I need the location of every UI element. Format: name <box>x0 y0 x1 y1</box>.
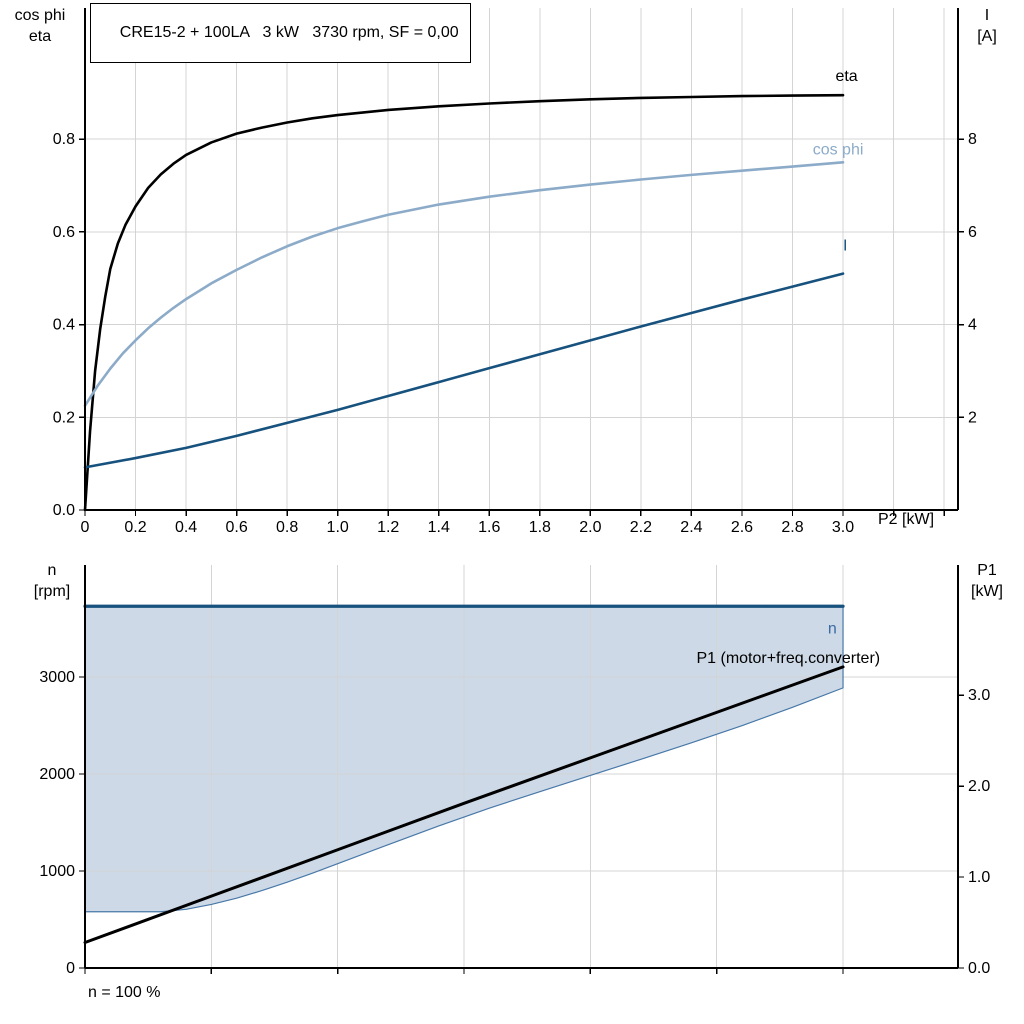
axis-title-line-speed: n <box>47 562 57 579</box>
x-tick-label: 2.4 <box>680 519 702 536</box>
curve-cos-phi <box>83 161 845 408</box>
curve-label-i: I <box>843 237 847 254</box>
left-tick-label: 2000 <box>39 766 75 783</box>
right-tick-label: 2 <box>968 409 977 426</box>
right-tick-label: 2.0 <box>968 778 990 795</box>
right-tick-label: 1.0 <box>968 869 990 886</box>
chart-title: CRE15-2 + 100LA 3 kW 3730 rpm, SF = 0,00 <box>119 24 459 41</box>
top-right-axis-title: I [A] <box>956 5 1018 47</box>
curve-label-cos-phi: cos phi <box>813 141 864 158</box>
left-tick-label: 0.6 <box>53 224 75 241</box>
left-tick-label: 0.2 <box>53 409 75 426</box>
x-tick-label: 0.8 <box>276 519 298 536</box>
left-tick-label: 0.4 <box>53 317 75 334</box>
curve-i <box>83 272 845 469</box>
motor-efficiency-chart: 0 0.2 0.4 0.6 0.8 1.0 1.2 1.4 1.6 1.8 2.0 2.2 2.4 2.6… <box>53 8 977 536</box>
axis-title-line-cos-phi: cos phi <box>14 7 66 24</box>
speed-100-percent-note: n = 100 % <box>88 984 161 1001</box>
x-tick-label: 1.0 <box>327 519 349 536</box>
axis-title-line-p1: P1 <box>977 562 997 579</box>
curve-p1-motor-freq-converter <box>83 665 845 945</box>
right-tick-label: 4 <box>968 317 977 334</box>
right-tick-label: 3.0 <box>968 687 990 704</box>
speed-power-chart: 0 1000 2000 3000 0.0 1.0 2.0 3.0 n P1 (motor+freq… <box>39 565 990 977</box>
left-tick-label: 0.8 <box>53 131 75 148</box>
x-tick-label: 0 <box>81 519 90 536</box>
x-tick-label: 1.6 <box>478 519 500 536</box>
curve-eta <box>83 93 845 512</box>
axis-title-line-eta: eta <box>28 28 52 45</box>
x-tick-label: 2.2 <box>630 519 652 536</box>
bottom-left-axis-title: n [rpm] <box>14 560 90 602</box>
left-tick-label: 0.0 <box>53 502 75 519</box>
x-tick-label: 1.2 <box>377 519 399 536</box>
x-tick-label: 1.4 <box>428 519 450 536</box>
left-tick-label: 1000 <box>39 863 75 880</box>
x-tick-label: 0.2 <box>124 519 146 536</box>
top-x-axis-label: P2 [kW] <box>878 511 935 528</box>
axis-title-line-rpm-unit: [rpm] <box>33 583 71 600</box>
curve-label-p1-motor-freq-converter: P1 (motor+freq.converter) <box>696 650 880 667</box>
axis-title-line-kw-unit: [kW] <box>971 583 1003 600</box>
x-tick-label: 3.0 <box>832 519 854 536</box>
top-chart-canvas: 0 0.2 0.4 0.6 0.8 1.0 1.2 1.4 1.6 1.8 2.0 2.2 2.4 2.6… <box>53 8 977 536</box>
axis-title-line-ampere-unit: [A] <box>977 28 997 45</box>
x-tick-label: 1.8 <box>529 519 551 536</box>
x-tick-label: 0.6 <box>225 519 247 536</box>
chart-title-box: CRE15-2 + 100LA 3 kW 3730 rpm, SF = 0,00 <box>90 3 471 63</box>
curve-label-n: n <box>828 620 837 637</box>
axis-title-line-current: I <box>984 7 990 24</box>
region-boundary-line <box>85 606 844 913</box>
x-tick-label: 2.6 <box>731 519 753 536</box>
bottom-chart-canvas: 0 1000 2000 3000 0.0 1.0 2.0 3.0 n P1 (motor+freq… <box>39 565 990 977</box>
right-tick-label: 0.0 <box>968 960 990 977</box>
x-tick-label: 0.4 <box>175 519 197 536</box>
bottom-right-axis-title: P1 [kW] <box>956 560 1018 602</box>
left-tick-label: 0 <box>66 960 75 977</box>
right-tick-label: 6 <box>968 224 977 241</box>
right-tick-label: 8 <box>968 131 977 148</box>
x-tick-label: 2.8 <box>781 519 803 536</box>
left-tick-label: 3000 <box>39 669 75 686</box>
x-tick-label: 2.0 <box>579 519 601 536</box>
top-left-axis-title: cos phi eta <box>2 5 78 47</box>
curve-label-eta: eta <box>835 68 857 85</box>
